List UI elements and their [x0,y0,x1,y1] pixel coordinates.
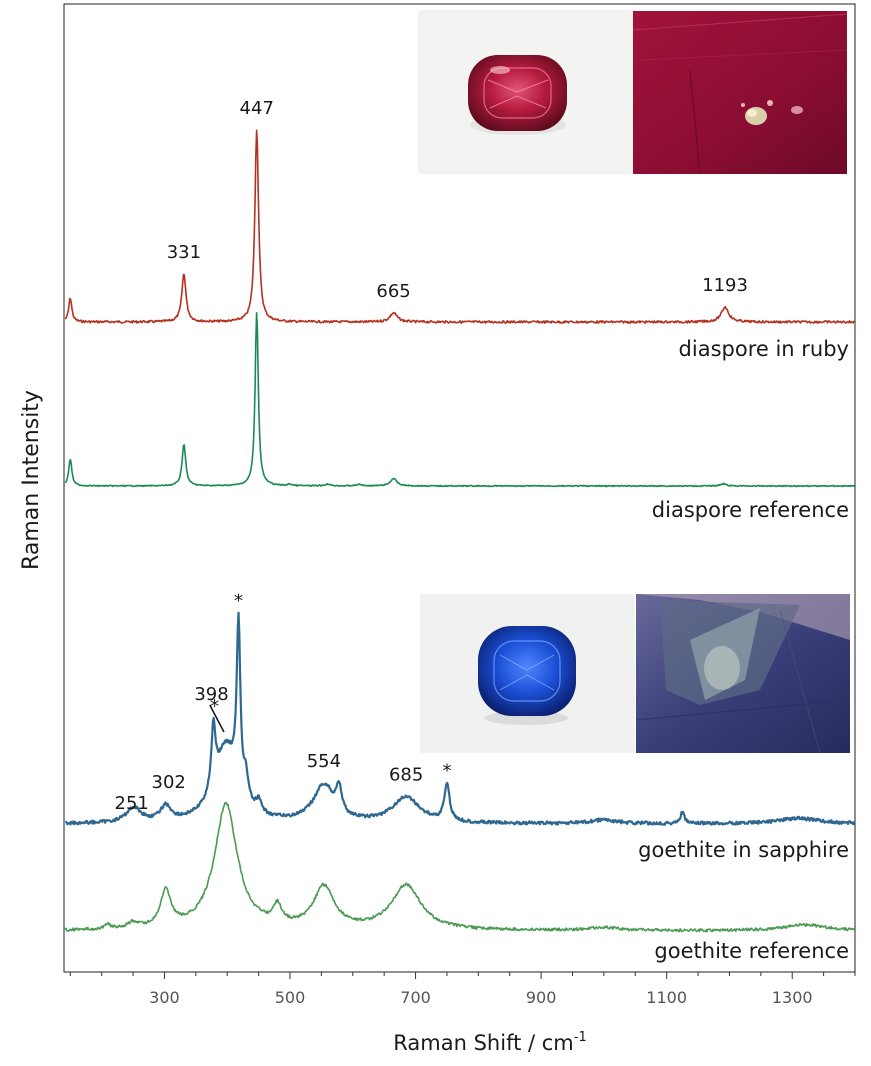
x-tick-label: 300 [149,988,180,1007]
asterisk-marker: * [442,761,451,782]
x-tick-label: 1100 [646,988,687,1007]
asterisk-marker: * [210,696,219,717]
x-tick-label: 1300 [772,988,813,1007]
series-label: diaspore in ruby [679,337,849,361]
x-axis-label: Raman Shift / cm-1 [393,1030,586,1055]
peak-labels-layer: diaspore in ruby 331 447 665 1193 diaspore re… [115,98,849,963]
peak-label: 447 [240,98,274,119]
diaspore-inclusion-photo [632,11,848,175]
ruby-gem-photo [418,10,633,174]
peak-label: 554 [307,751,341,772]
series-label: goethite reference [654,939,849,963]
peak-label: 685 [389,764,423,785]
x-tick-label: 700 [400,988,431,1007]
x-tick-label: 500 [275,988,306,1007]
spectra-layer [64,129,856,933]
series-line-goethite-in-sapphire [64,611,856,826]
series-line-goethite-reference [64,802,856,933]
sapphire-gem-photo [420,594,635,753]
peak-label: 251 [115,793,149,814]
x-axis-ticks: 300 500 700 900 1100 1300 [69,972,856,1007]
peak-label: 302 [152,772,186,793]
series-line-diaspore-reference [64,312,856,488]
peak-label: 331 [167,242,201,263]
series-line-diaspore-in-ruby [64,129,856,324]
x-tick-label: 900 [526,988,557,1007]
peak-label: 1193 [702,275,748,296]
y-axis-label: Raman Intensity [19,390,44,570]
peak-label: 665 [376,281,410,302]
series-label: goethite in sapphire [638,838,849,862]
peak-leader-line [209,704,225,733]
series-label: diaspore reference [652,498,849,522]
peak-label: 398 [194,684,228,705]
goethite-inclusion-photo [635,594,851,754]
asterisk-marker: * [234,591,243,612]
